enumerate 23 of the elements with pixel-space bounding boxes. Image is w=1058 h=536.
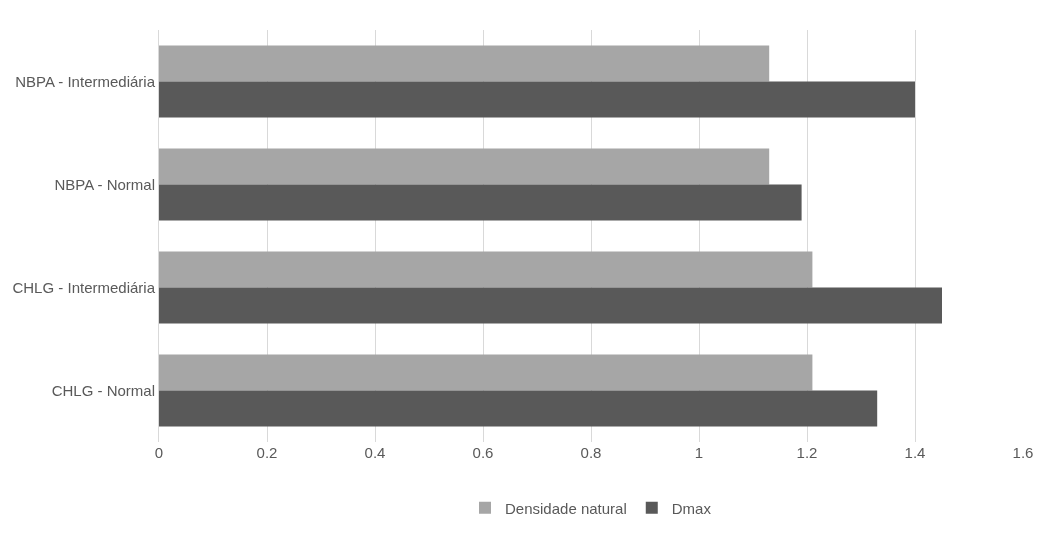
bar <box>159 184 802 221</box>
bar <box>159 354 813 391</box>
x-tick-label: 0.2 <box>256 444 278 461</box>
bar <box>159 251 813 288</box>
y-tick-label: NBPA - Intermediária <box>15 72 156 90</box>
x-tick-label: 1.4 <box>904 444 926 461</box>
legend-label: Densidade natural <box>505 499 627 517</box>
legend-label: Dmax <box>671 499 712 517</box>
bar <box>159 390 878 427</box>
x-tick-label: 0.4 <box>364 444 386 461</box>
bar <box>159 148 770 185</box>
bar <box>159 45 770 82</box>
bar <box>159 287 942 324</box>
y-tick-label: CHLG - Normal <box>51 381 155 399</box>
x-tick-label: 0.8 <box>580 444 602 461</box>
bar <box>159 81 915 118</box>
x-tick-label: 0.6 <box>472 444 494 461</box>
x-tick-label: 1.6 <box>1012 444 1034 461</box>
x-tick-label: 1.2 <box>796 444 818 461</box>
y-tick-label: CHLG - Intermediária <box>12 278 156 296</box>
x-tick-label: 1 <box>694 444 704 461</box>
x-tick-label: 0 <box>154 444 164 461</box>
y-tick-label: NBPA - Normal <box>54 175 155 193</box>
